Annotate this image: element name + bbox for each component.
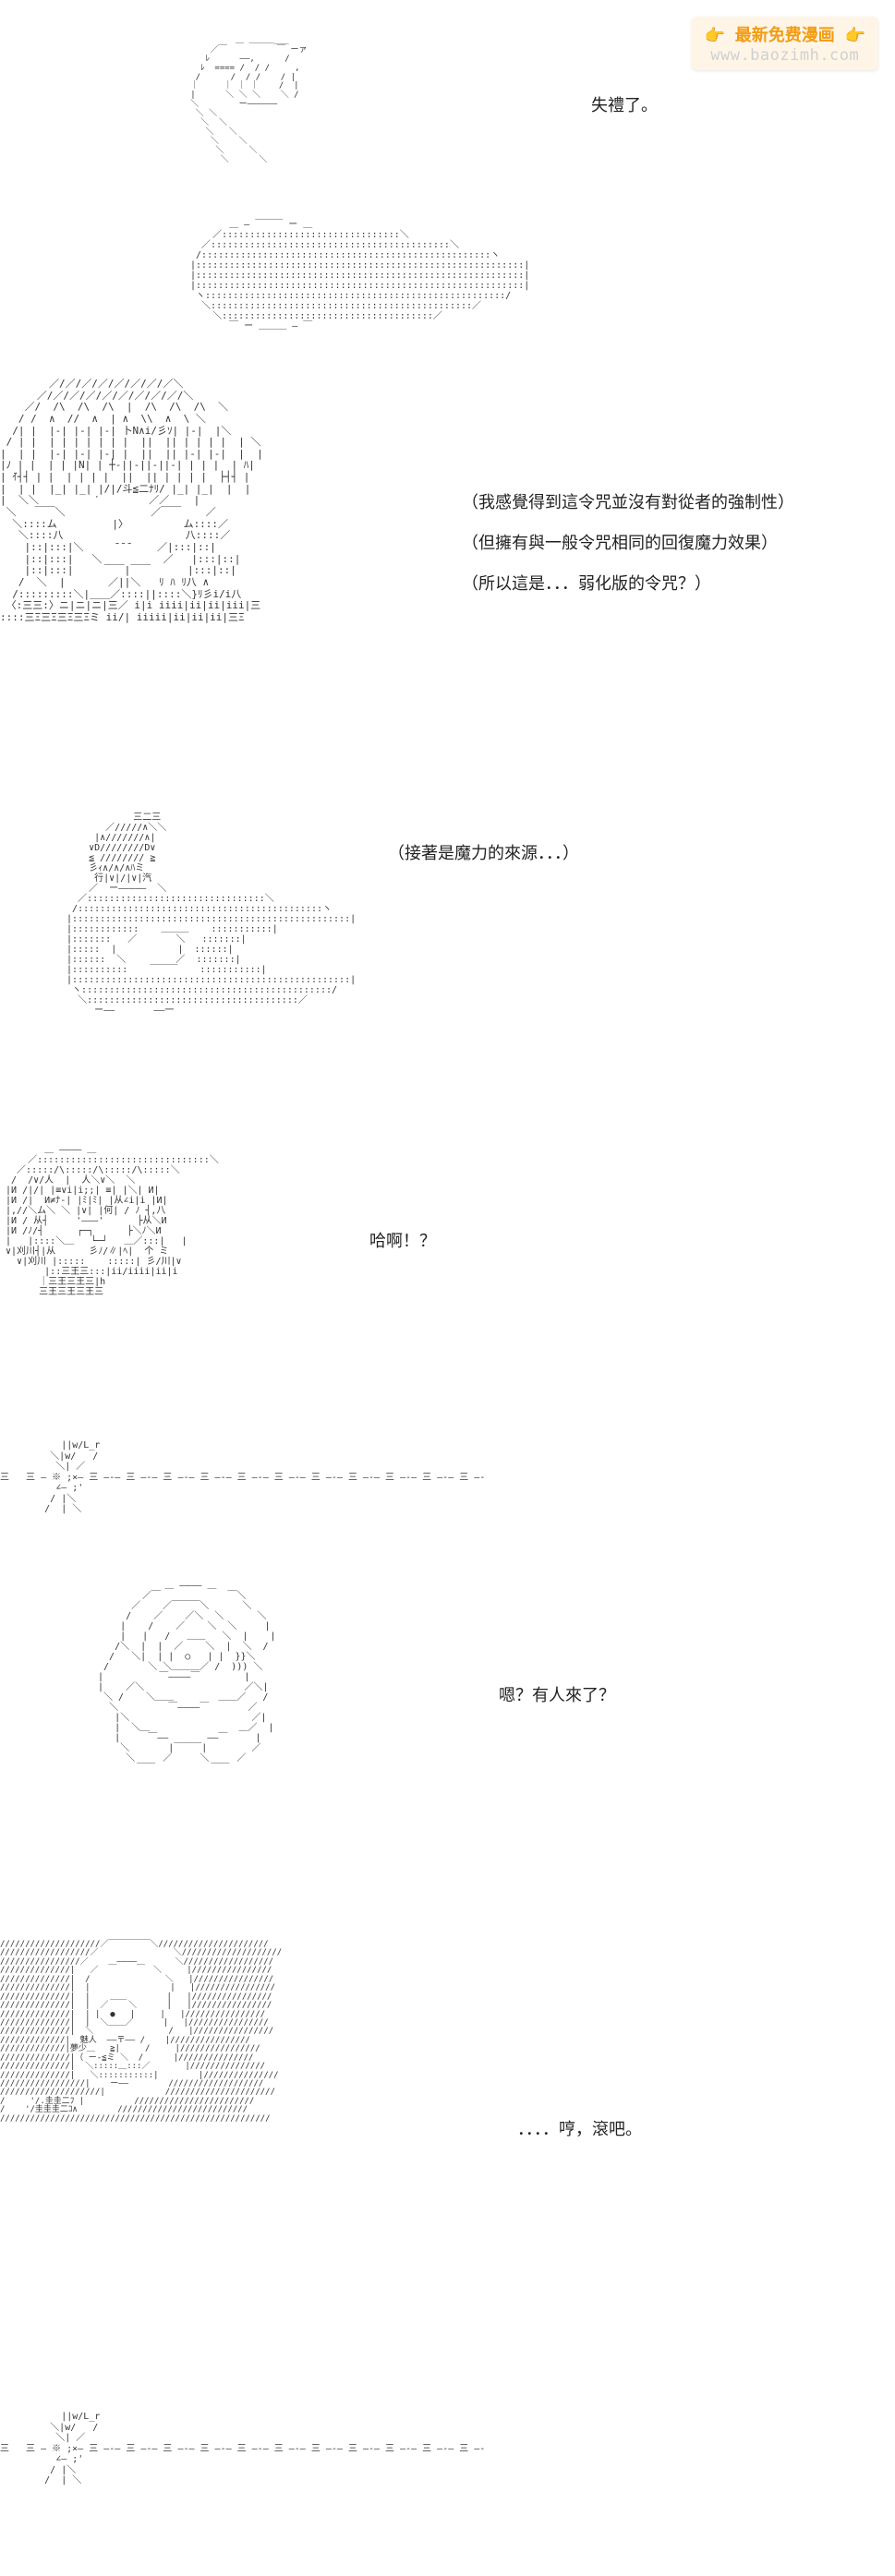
ascii-face-art-1: ／/／/／/／/／/／/／/／＼ ／/／/／/／/／/／/／/／/／/＼ ／/ … [0, 379, 425, 794]
panel-2: ／/／/／/／/／/／/／/／＼ ／/／/／/／/／/／/／/／/／/＼ ／/ … [0, 369, 895, 794]
dialogue-1: 失禮了。 [591, 92, 658, 116]
ascii-shaded-art: ////////////////////／￣￣￣￣￣＼/////////////… [0, 1941, 462, 2384]
panel-8: ||w/L_r ＼|w/ / ＼| ／ 三 三 ― ※ ;×― 三 ―-― 三 … [0, 2384, 895, 2524]
dialogue-2b: （但擁有與一般令咒相同的回復魔力效果） [462, 530, 794, 554]
ascii-hand-art: ＿ ＿＿＿___ ／￣ ￣ ーァ ﾚ ――, / ﾚ ==== / / / , … [129, 37, 388, 369]
ascii-spark-divider-2: ||w/L_r ＼|w/ / ＼| ／ 三 三 ― ※ ;×― 三 ―-― 三 … [0, 2412, 868, 2497]
dialogue-4: 哈啊！？ [369, 1228, 436, 1252]
panel-6: ＿ ―――― ＿ ／￣ ￣＼ ／ ／￣￣￣＼ ＼ / ／ ／＼ ＼ ＼ | / … [0, 1544, 895, 1932]
dialogue-3: （接著是魔力的來源．．．） [388, 840, 579, 864]
ascii-face-art-2: ＿ ―――― ＿ ／::::::::::::::::::::::::::::::… [0, 1145, 314, 1422]
dialogue-2a: （我感覺得到這令咒並沒有對從者的強制性） [462, 489, 794, 513]
ascii-gem-art: 三二三 ／/////∧＼＼ |∧///////∧| ∨D////////D∨ ≦… [55, 813, 333, 1136]
dialogue-7: ．．．．哼，滾吧。 [517, 2116, 642, 2140]
ascii-spark-divider-1: ||w/L_r ＼|w/ / ＼| ／ 三 三 ― ※ ;×― 三 ―-― 三 … [0, 1440, 868, 1525]
dialogue-6: 嗯？有人來了？ [499, 1682, 615, 1706]
panel-4: ＿ ―――― ＿ ／::::::::::::::::::::::::::::::… [0, 1136, 895, 1422]
panel-7: ////////////////////／￣￣￣￣￣＼/////////////… [0, 1932, 895, 2384]
panel-3: 三二三 ／/////∧＼＼ |∧///////∧| ∨D////////D∨ ≦… [0, 794, 895, 1136]
panel-1: ＿ ＿＿＿___ ／￣ ￣ ーァ ﾚ ――, / ﾚ ==== / / / , … [0, 0, 895, 369]
dialogue-block-2: （我感覺得到這令咒並沒有對從者的強制性） （但擁有與一般令咒相同的回復魔力效果）… [462, 489, 794, 595]
panel-5: ||w/L_r ＼|w/ / ＼| ／ 三 三 ― ※ ;×― 三 ―-― 三 … [0, 1422, 895, 1544]
dialogue-2c: （所以這是．．．弱化版的令咒？） [462, 571, 794, 595]
ascii-figure-art: ＿ ―――― ＿ ／￣ ￣＼ ／ ／￣￣￣＼ ＼ / ／ ／＼ ＼ ＼ | / … [92, 1581, 406, 1932]
